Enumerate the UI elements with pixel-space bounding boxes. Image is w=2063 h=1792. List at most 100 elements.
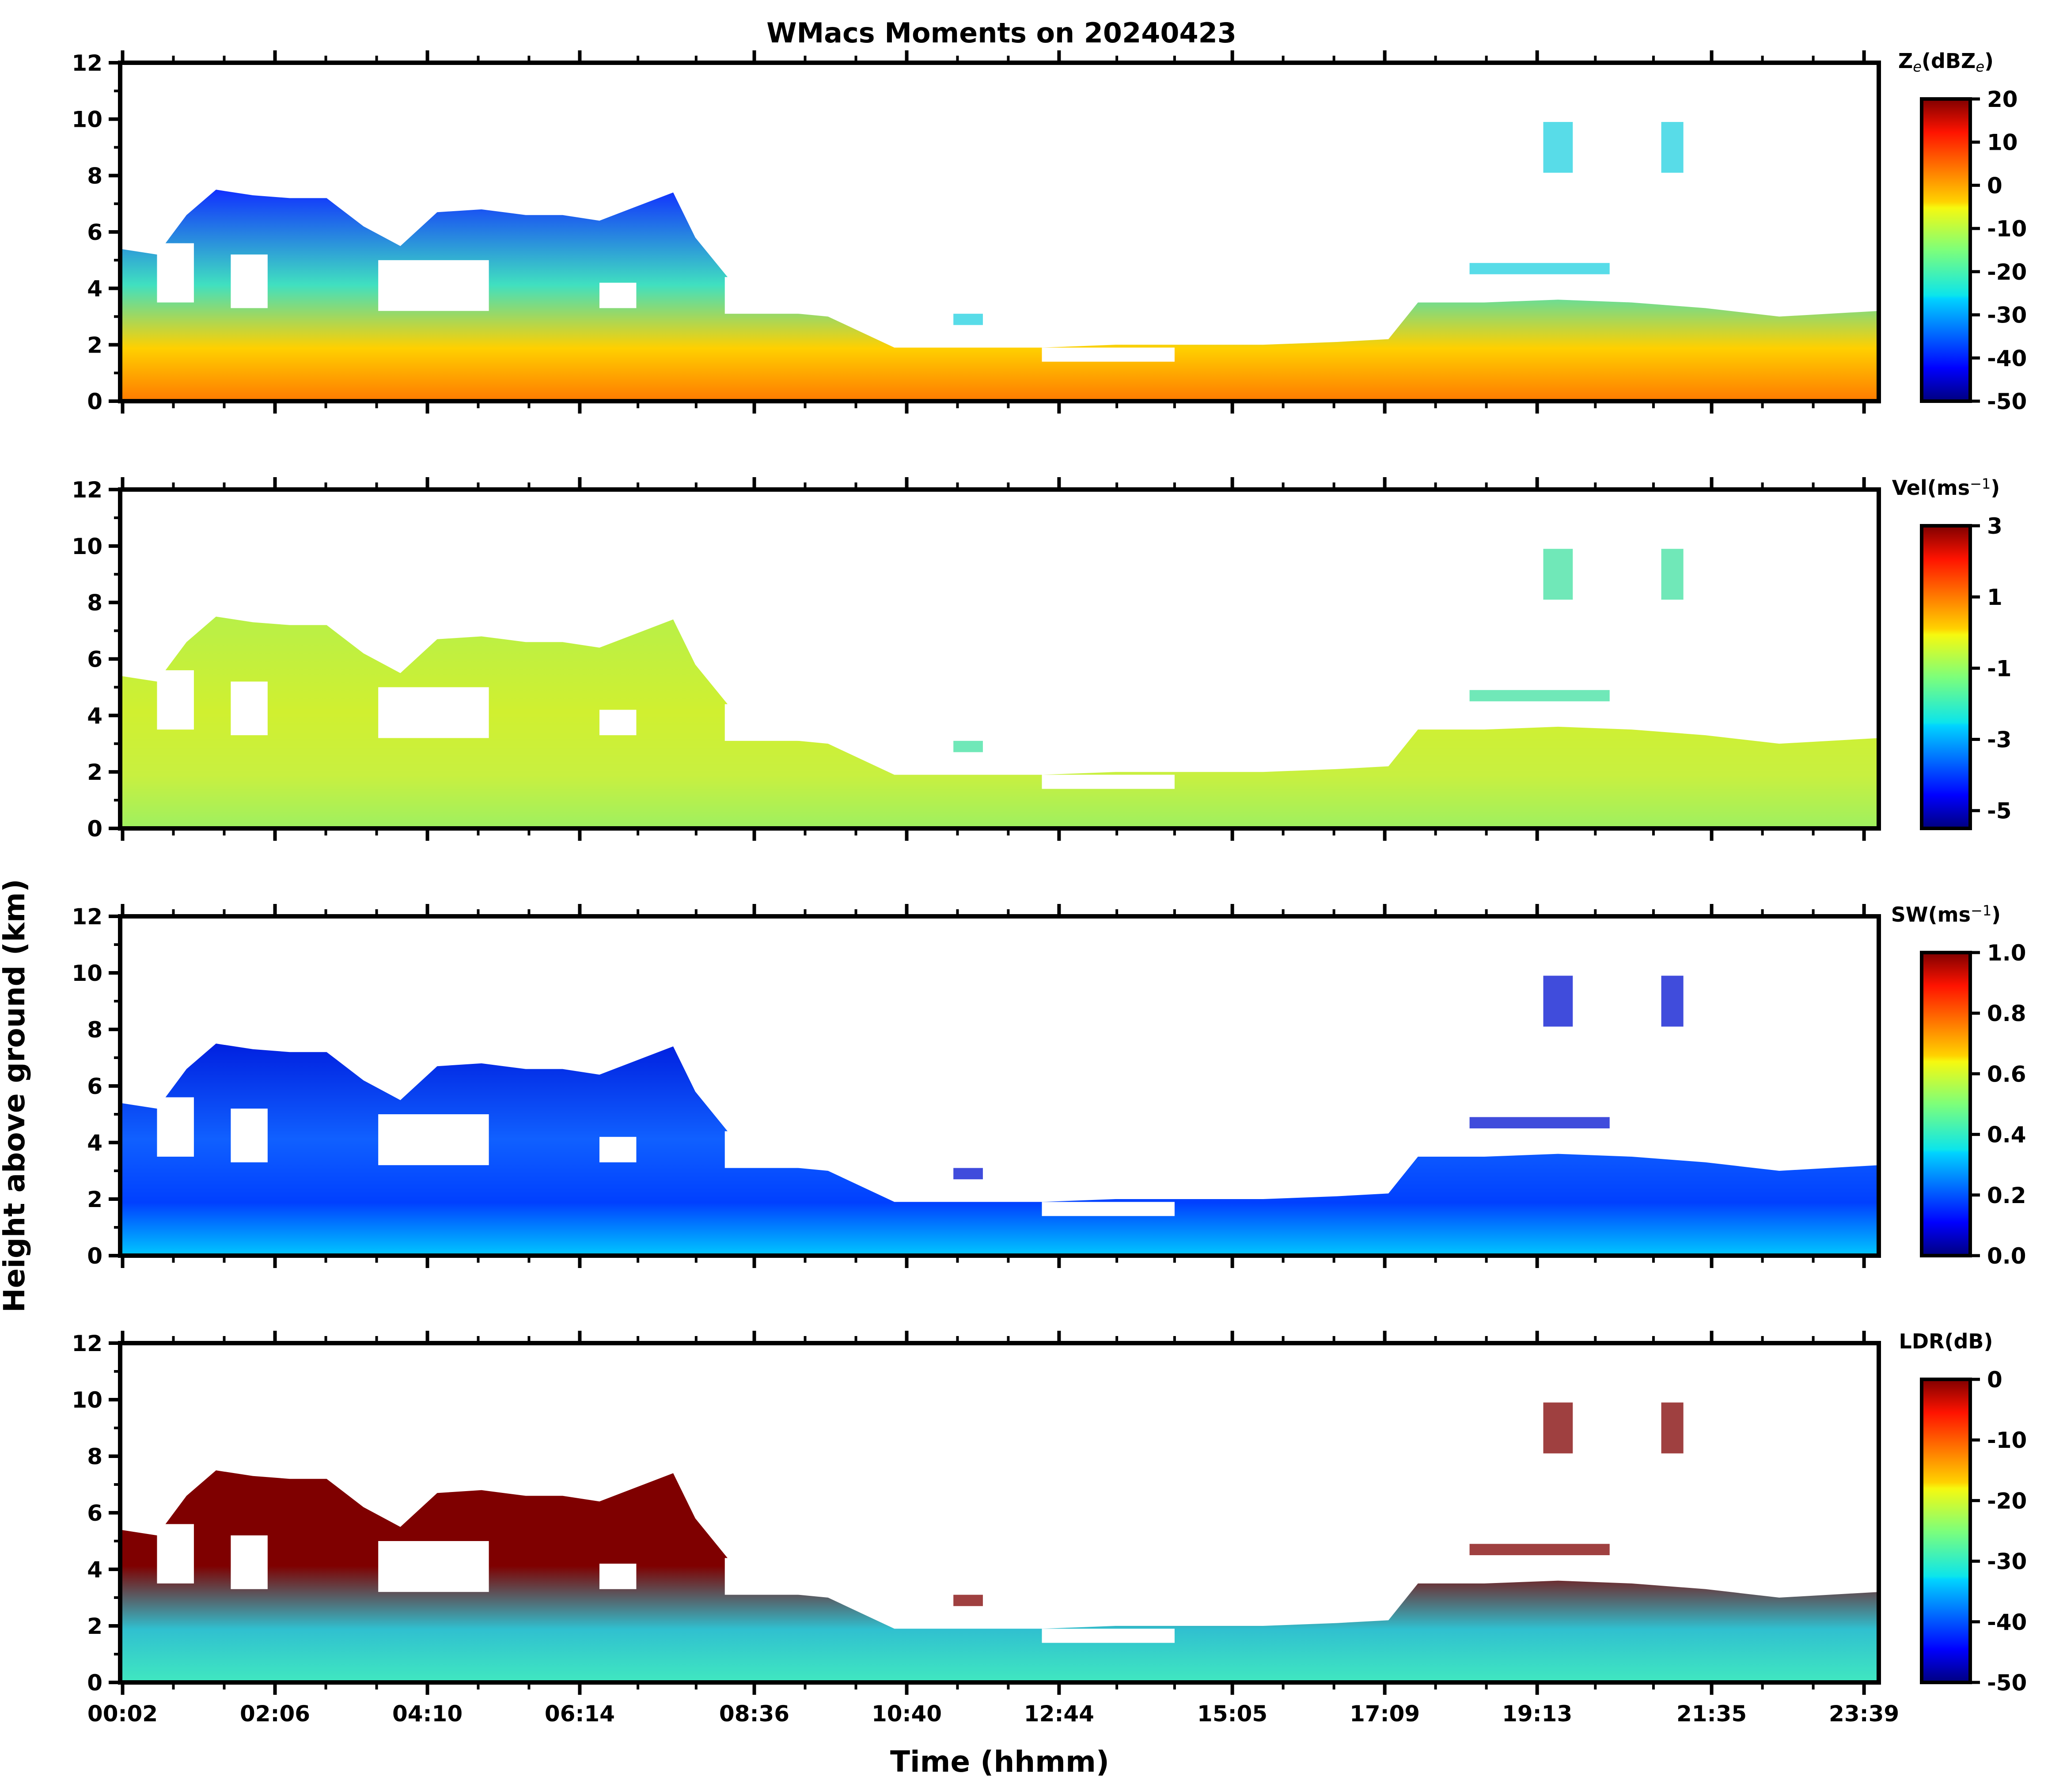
- cloud-fragment: [1469, 263, 1610, 274]
- cloud-fragment: [1543, 122, 1573, 173]
- colorbar-tick-label: 3: [1987, 513, 2002, 539]
- colorbar-label-part: −1: [1971, 902, 1991, 919]
- colorbar-tick-label: 0: [1987, 173, 2002, 198]
- cloud-gap: [1042, 1629, 1175, 1643]
- colorbar-tick-label: -50: [1987, 389, 2027, 414]
- colorbar-label-part: −1: [1970, 475, 1991, 492]
- cloud-fragment: [1469, 1544, 1610, 1555]
- colorbar-tick-label: -1: [1987, 656, 2012, 681]
- colorbar: [1920, 97, 1972, 403]
- cloud-gap: [599, 710, 637, 736]
- y-axis-label: Height above ground (km): [0, 879, 31, 1313]
- colorbar-tick-label: 20: [1987, 87, 2018, 112]
- x-tick-label: 04:10: [392, 1701, 463, 1727]
- y-tick-label: 10: [72, 1387, 102, 1413]
- colorbar-label-part: ): [1991, 476, 2000, 500]
- colorbar-tick-label: 0.2: [1987, 1183, 2026, 1208]
- y-tick-label: 0: [87, 1670, 102, 1696]
- cloud-gap: [599, 1564, 637, 1589]
- y-tick-label: 0: [87, 1243, 102, 1269]
- cloud-gap: [231, 1109, 268, 1162]
- y-tick-label: 8: [87, 1444, 102, 1469]
- colorbar-tick-label: 1: [1987, 585, 2002, 610]
- cloud-fragment: [1543, 976, 1573, 1027]
- colorbar-label-part: ): [1984, 49, 1994, 73]
- colorbar-tick-label: 0.6: [1987, 1061, 2026, 1087]
- y-tick-label: 2: [87, 1187, 102, 1212]
- y-tick-label: 10: [72, 107, 102, 133]
- cloud-fragment: [1543, 549, 1573, 600]
- colorbar-label-part: (dBZ: [1922, 49, 1976, 73]
- cloud-gap: [231, 1535, 268, 1589]
- x-tick-label: 06:14: [545, 1701, 615, 1727]
- colorbar-label-part: LDR(dB): [1899, 1329, 1993, 1353]
- colorbar-label: SW(ms−1): [1891, 902, 2001, 926]
- y-tick-label: 0: [87, 816, 102, 842]
- x-tick-label: 12:44: [1024, 1701, 1094, 1727]
- x-tick-label: 21:35: [1676, 1701, 1747, 1727]
- colorbar: [1920, 524, 1972, 830]
- panels: 02468101220100-10-20-30-40-50Ze(dBZe)024…: [72, 49, 2027, 1727]
- x-tick-label: 19:13: [1502, 1701, 1572, 1727]
- colorbar-label-part: Vel(ms: [1892, 476, 1970, 500]
- colorbar-tick-label: 0.8: [1987, 1001, 2026, 1026]
- cloud-field: [120, 1470, 1879, 1682]
- cloud-fragment: [1469, 690, 1610, 702]
- colorbar-tick-label: -3: [1987, 727, 2012, 753]
- x-tick-label: 02:06: [240, 1701, 310, 1727]
- cloud-gap: [724, 1558, 806, 1595]
- x-tick-label: 23:39: [1829, 1701, 1899, 1727]
- colorbar-tick-label: -40: [1987, 345, 2027, 371]
- cloud-fragment: [953, 740, 983, 752]
- colorbar-tick-label: 0: [1987, 1367, 2002, 1393]
- panel-spectral-width: 0 2 4 6 8 10 12 1.0 0.8 0.6 0.4 0.2 0.0 SW(ms−1): [72, 902, 2026, 1269]
- cloud-field: [120, 616, 1879, 828]
- cloud-gap: [378, 1541, 489, 1592]
- y-tick-label: 2: [87, 759, 102, 785]
- x-tick-label: 17:09: [1350, 1701, 1420, 1727]
- y-tick-label: 12: [72, 904, 102, 930]
- y-tick-label: 12: [72, 50, 102, 76]
- y-tick-label: 2: [87, 1614, 102, 1639]
- colorbar: [1920, 1378, 1972, 1684]
- colorbar-tick-label: -10: [1987, 1428, 2027, 1453]
- x-tick-label: 08:36: [719, 1701, 789, 1727]
- colorbar-tick-label: 0.4: [1987, 1122, 2026, 1148]
- cloud-gap: [378, 1114, 489, 1166]
- colorbar-label-part: ): [1991, 903, 2001, 926]
- panel-reflectivity: 0 2 4 6 8 10 12 20 10 0 -10 -20 -30 -40 -50 Ze(dBZe): [72, 49, 2027, 414]
- colorbar-tick-label: -30: [1987, 1549, 2027, 1575]
- colorbar-label-part: e: [1913, 58, 1922, 75]
- y-tick-label: 12: [72, 477, 102, 503]
- colorbar-tick-label: -50: [1987, 1670, 2027, 1696]
- y-tick-label: 4: [87, 703, 102, 729]
- colorbar-tick-label: -5: [1987, 798, 2012, 824]
- x-tick-label: 10:40: [872, 1701, 942, 1727]
- cloud-field: [120, 190, 1879, 401]
- colorbar-tick-label: -30: [1987, 303, 2027, 328]
- y-tick-label: 6: [87, 1074, 102, 1099]
- cloud-gap: [1042, 775, 1175, 789]
- cloud-gap: [231, 254, 268, 308]
- cloud-fragment: [1469, 1117, 1610, 1128]
- cloud-gap: [599, 1137, 637, 1162]
- cloud-fragment: [1661, 1402, 1684, 1454]
- cloud-fragment: [1661, 549, 1684, 600]
- y-tick-label: 8: [87, 590, 102, 616]
- cloud-gap: [1042, 347, 1175, 362]
- colorbar-tick-label: -20: [1987, 1488, 2027, 1514]
- cloud-gap: [599, 282, 637, 308]
- y-tick-label: 12: [72, 1331, 102, 1356]
- cloud-gap: [724, 1131, 806, 1168]
- cloud-fragment: [953, 1595, 983, 1606]
- colorbar-tick-label: -40: [1987, 1610, 2027, 1635]
- y-tick-label: 4: [87, 276, 102, 302]
- colorbar-label-part: SW(ms: [1891, 903, 1971, 926]
- cloud-gap: [724, 277, 806, 314]
- y-tick-label: 2: [87, 332, 102, 358]
- colorbar-label: Vel(ms−1): [1892, 475, 2000, 500]
- panel-ldr: 0 2 4 6 8 10 12 00:02 02:06 04:10 06:14 08:36 10:40 1…: [72, 1329, 2027, 1727]
- cloud-field: [120, 1044, 1879, 1256]
- cloud-gap: [157, 243, 194, 303]
